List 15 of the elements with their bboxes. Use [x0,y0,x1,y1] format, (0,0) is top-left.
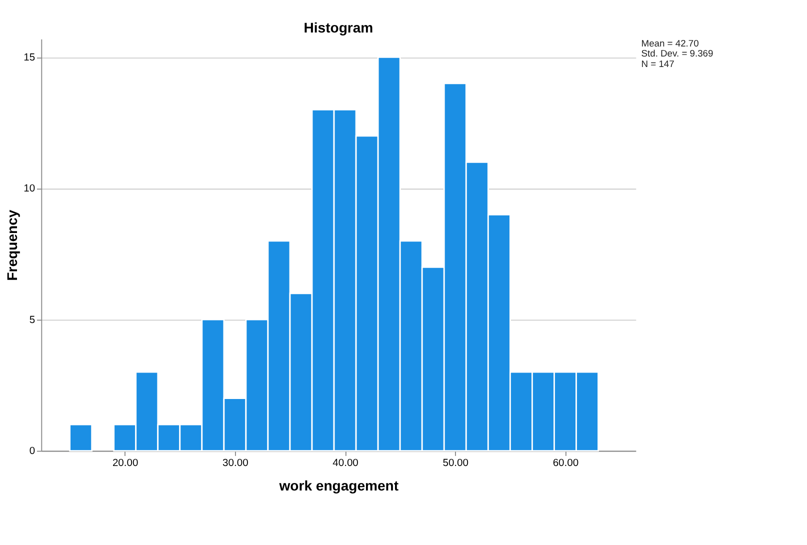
text: Std. Dev. = 9.369 [641,48,714,59]
x-tick-label: 60.00 [552,458,579,470]
text: N = 147 [641,58,674,69]
x-tick-label: 20.00 [112,458,138,470]
text: Mean = 42.70 [641,38,699,48]
x-tick-label: 40.00 [332,458,359,470]
y-tick-label: 10 [24,184,36,195]
x-tick-label: 50.00 [442,458,469,470]
x-tick-label: 30.00 [222,458,249,470]
y-tick-label: 0 [29,446,36,458]
x-axis-title: work engagement [278,478,399,494]
y-tick-label: 5 [29,314,36,326]
y-tick-label: 15 [24,52,36,64]
y-axis-title: Frequency [4,210,20,281]
chart-title: Histogram [304,19,374,36]
